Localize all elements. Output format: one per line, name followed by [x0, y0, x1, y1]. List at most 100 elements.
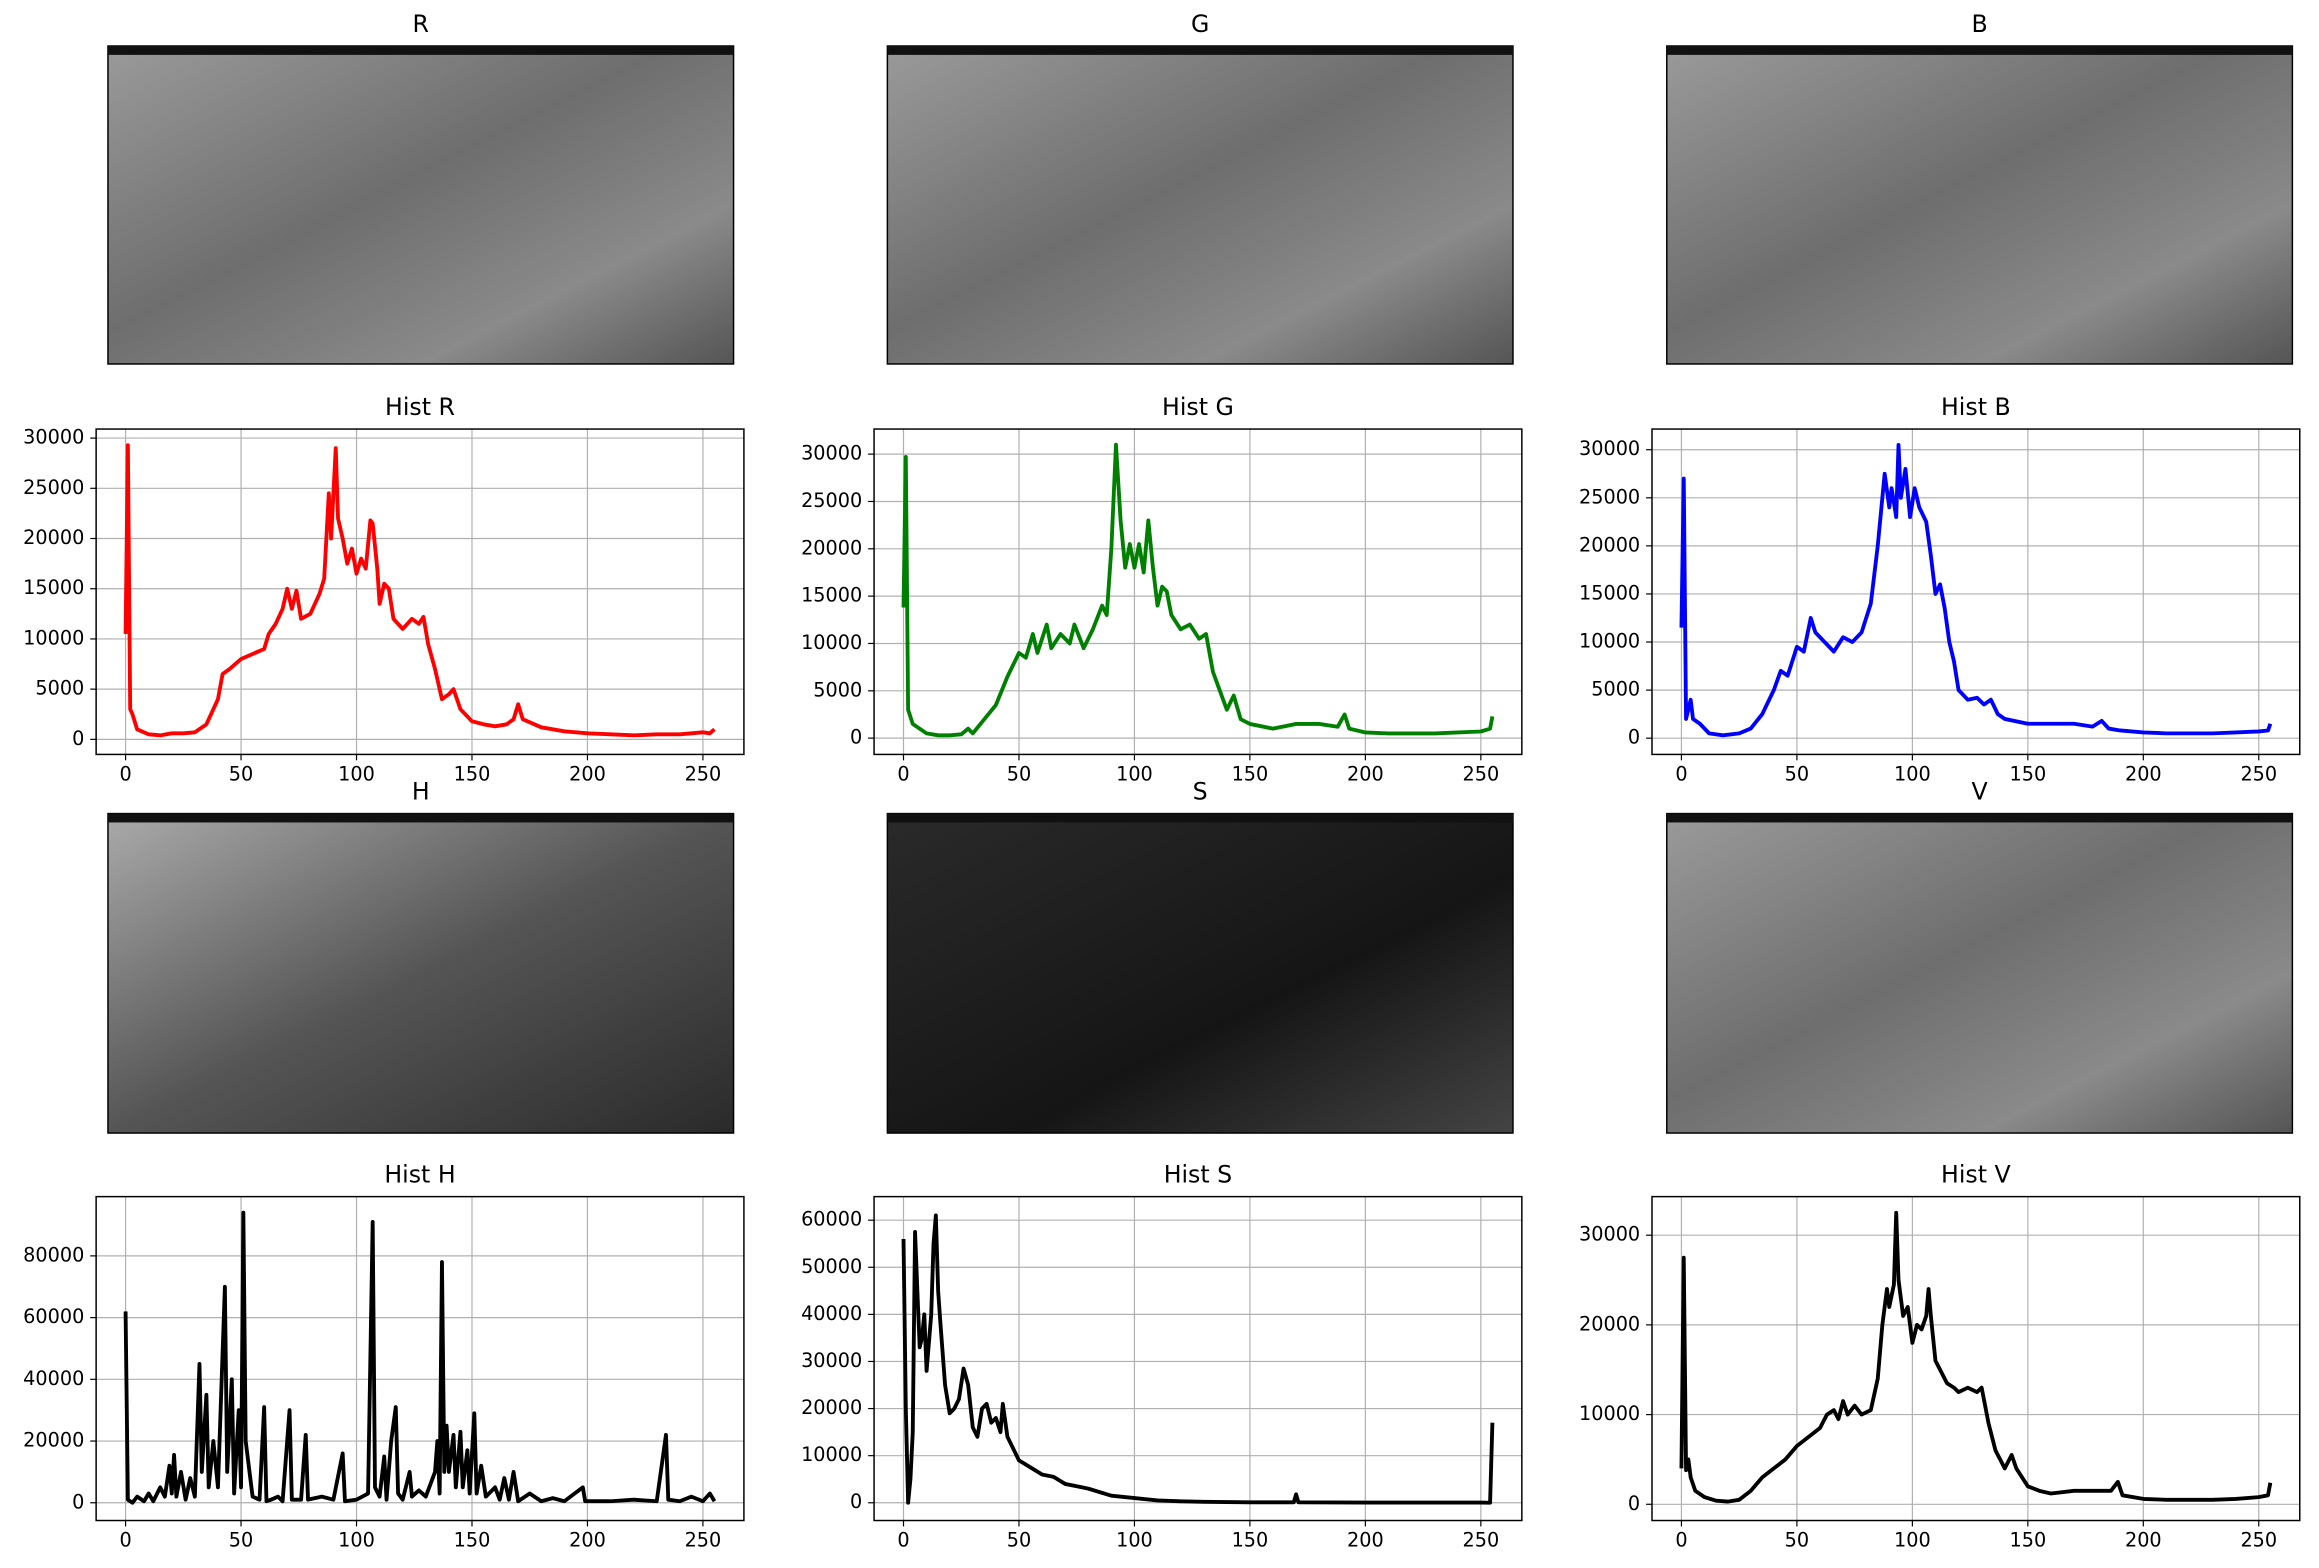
histogram-line: [901, 442, 1495, 738]
y-tick-label: 25000: [23, 476, 84, 499]
y-tick-label: 20000: [801, 1396, 862, 1419]
histogram-line: [123, 1210, 717, 1505]
y-tick-label: 20000: [1579, 1312, 1640, 1335]
y-tick-label: 10000: [1579, 1402, 1640, 1425]
y-tick-label: 0: [72, 727, 84, 750]
x-tick-label: 50: [229, 1529, 253, 1552]
y-tick-label: 80000: [23, 1243, 84, 1266]
y-tick-label: 60000: [23, 1305, 84, 1328]
x-tick-label: 100: [1116, 1529, 1153, 1552]
x-tick-label: 100: [338, 763, 375, 786]
x-tick-label: 100: [338, 1529, 375, 1552]
y-tick-label: 15000: [801, 584, 862, 607]
panel-title: G: [1191, 10, 1209, 38]
x-tick-label: 0: [119, 763, 131, 786]
y-tick-label: 20000: [23, 526, 84, 549]
x-tick-label: 150: [2010, 763, 2047, 786]
histogram-line: [123, 443, 716, 738]
channel-image: [107, 812, 735, 1134]
x-tick-label: 150: [454, 1529, 491, 1552]
y-tick-label: 30000: [801, 1349, 862, 1372]
x-tick-label: 150: [1232, 763, 1269, 786]
x-tick-label: 100: [1894, 1529, 1931, 1552]
x-tick-label: 250: [685, 763, 722, 786]
x-tick-label: 200: [569, 1529, 606, 1552]
axes-frame: [95, 428, 745, 756]
histogram-line: [1679, 1210, 2273, 1504]
x-tick-label: 200: [2125, 763, 2162, 786]
x-tick-label: 250: [2240, 763, 2277, 786]
axes-frame: [873, 1195, 1523, 1522]
axes-frame: [1651, 1195, 2301, 1522]
y-tick-label: 40000: [801, 1302, 862, 1325]
x-tick-label: 0: [119, 1529, 131, 1552]
image-header-bar: [107, 813, 734, 823]
panel-title: Hist H: [384, 1160, 455, 1188]
x-tick-label: 100: [1116, 763, 1153, 786]
x-tick-label: 200: [1347, 1529, 1384, 1552]
y-tick-label: 0: [72, 1490, 84, 1513]
y-tick-label: 5000: [35, 677, 84, 700]
x-tick-label: 250: [2240, 1529, 2277, 1552]
x-tick-label: 200: [569, 763, 606, 786]
panel-title: H: [412, 777, 430, 805]
panel-title: Hist S: [1164, 1160, 1233, 1188]
axes-frame: [873, 428, 1523, 756]
y-tick-label: 20000: [801, 536, 862, 559]
panel-title: Hist G: [1162, 393, 1234, 421]
x-tick-label: 0: [1675, 763, 1687, 786]
y-tick-label: 30000: [1579, 437, 1640, 460]
y-tick-label: 30000: [23, 426, 84, 449]
x-tick-label: 50: [1007, 1529, 1031, 1552]
x-tick-label: 50: [1785, 1529, 1809, 1552]
histogram-line: [901, 1213, 1495, 1505]
x-tick-label: 200: [1347, 763, 1384, 786]
x-tick-label: 50: [1785, 763, 1809, 786]
y-tick-label: 0: [1628, 1492, 1640, 1515]
image-header-bar: [107, 46, 734, 55]
y-tick-label: 10000: [801, 1443, 862, 1466]
panel-title: R: [413, 10, 429, 38]
y-tick-label: 10000: [801, 631, 862, 654]
histogram-line: [1679, 442, 2273, 738]
y-tick-label: 40000: [23, 1367, 84, 1390]
y-tick-label: 20000: [1579, 533, 1640, 556]
channel-image: [107, 45, 735, 365]
x-tick-label: 250: [1463, 1529, 1500, 1552]
panel-title: Hist V: [1941, 1160, 2011, 1188]
y-tick-label: 5000: [1591, 678, 1640, 701]
y-tick-label: 5000: [813, 678, 862, 701]
image-header-bar: [887, 46, 1513, 55]
panel-title: S: [1193, 777, 1208, 805]
panel-title: Hist B: [1941, 393, 2011, 421]
channel-image: [886, 45, 1514, 365]
y-tick-label: 50000: [801, 1255, 862, 1278]
y-tick-label: 25000: [801, 489, 862, 512]
image-header-bar: [887, 813, 1513, 823]
x-tick-label: 50: [229, 763, 253, 786]
y-tick-label: 25000: [1579, 485, 1640, 508]
x-tick-label: 150: [2010, 1529, 2047, 1552]
y-tick-label: 15000: [23, 576, 84, 599]
y-tick-label: 20000: [23, 1429, 84, 1452]
image-header-bar: [1666, 813, 2293, 823]
x-tick-label: 150: [1232, 1529, 1269, 1552]
image-header-bar: [1666, 46, 2293, 55]
x-tick-label: 200: [2125, 1529, 2162, 1552]
channel-image: [886, 812, 1514, 1134]
x-tick-label: 0: [897, 763, 909, 786]
y-tick-label: 0: [1628, 726, 1640, 749]
y-tick-label: 10000: [1579, 630, 1640, 653]
x-tick-label: 250: [685, 1529, 722, 1552]
panel-title: Hist R: [385, 393, 455, 421]
x-tick-label: 50: [1007, 763, 1031, 786]
channel-image: [1666, 45, 2294, 365]
axes-frame: [95, 1195, 745, 1522]
x-tick-label: 0: [1675, 1529, 1687, 1552]
x-tick-label: 150: [454, 763, 491, 786]
y-tick-label: 30000: [801, 442, 862, 465]
y-tick-label: 0: [850, 726, 862, 749]
y-tick-label: 0: [850, 1490, 862, 1513]
